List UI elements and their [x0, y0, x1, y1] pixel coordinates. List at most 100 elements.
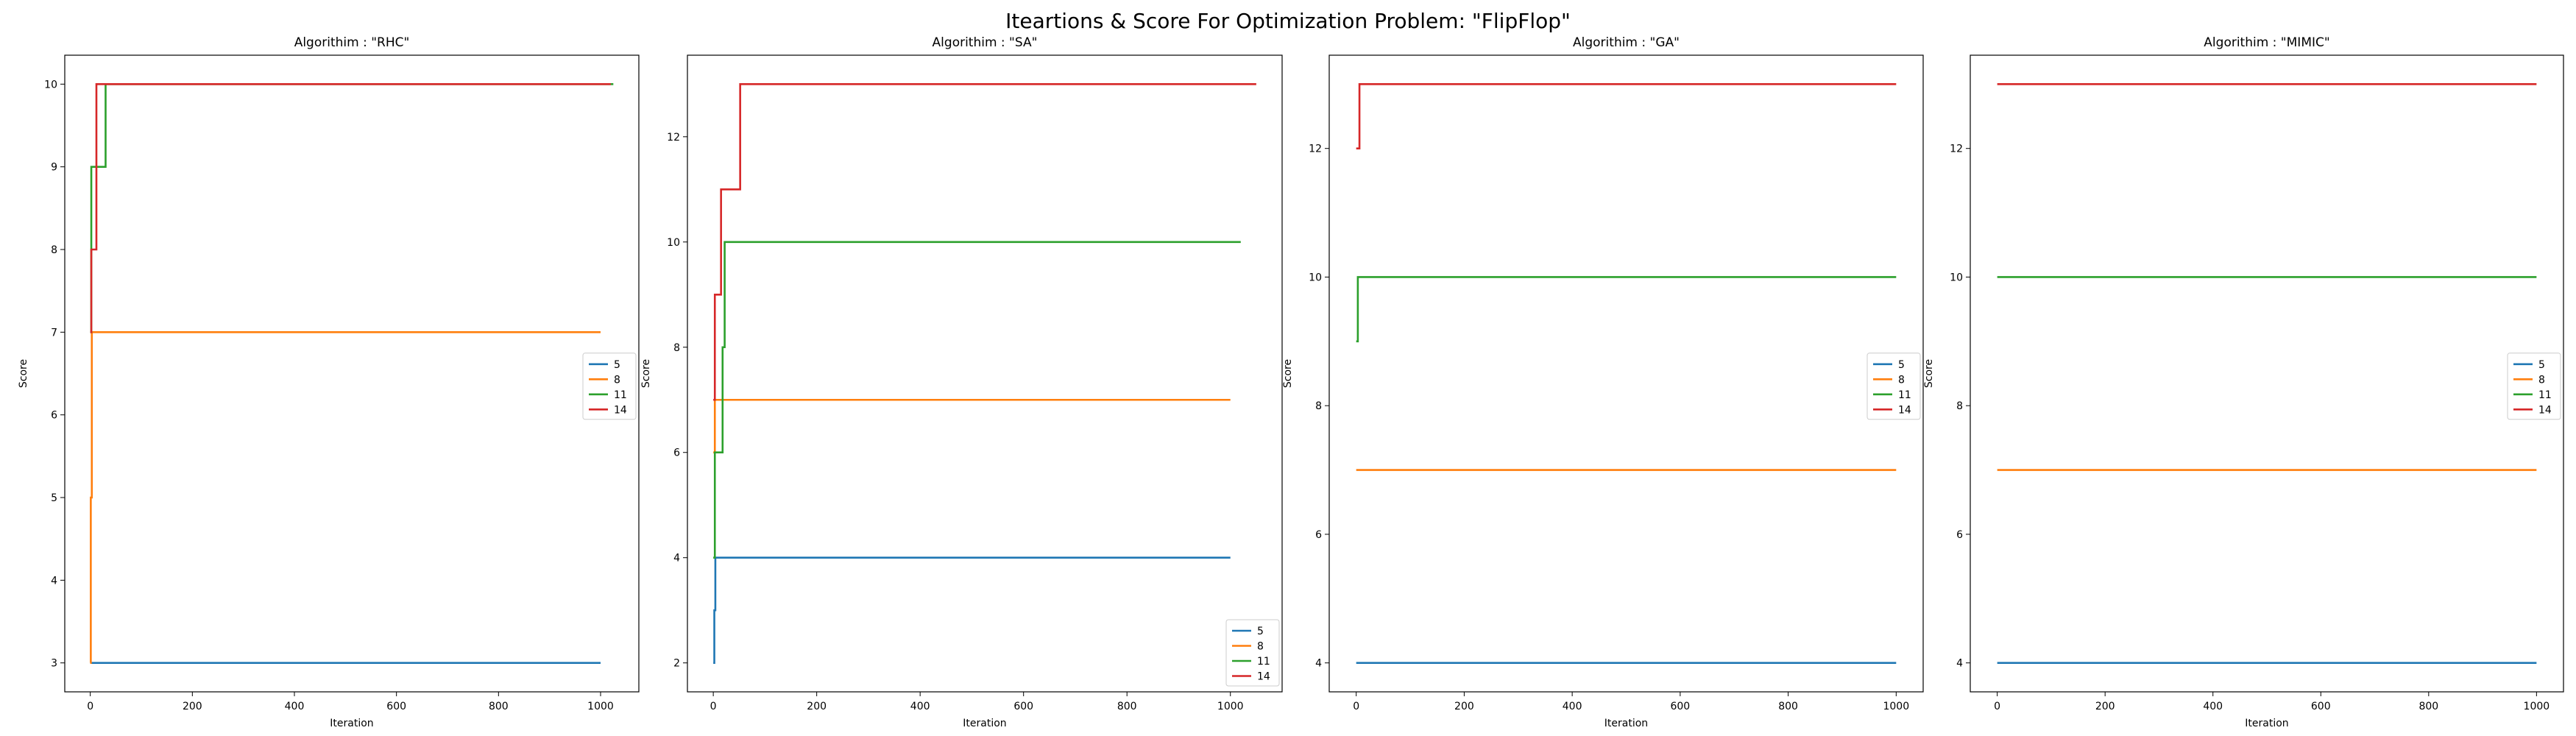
y-tick-label: 4 [673, 553, 680, 565]
series-line-14 [713, 83, 1256, 401]
y-tick-label: 8 [1315, 400, 1322, 412]
x-tick-label: 800 [1778, 701, 1798, 712]
y-tick-label: 8 [51, 244, 57, 256]
legend: 5 8 11 14 [582, 353, 637, 420]
x-tick-label: 1000 [1883, 701, 1909, 712]
figure-title: Iteartions & Score For Optimization Prob… [1005, 9, 1571, 33]
plot-frame [687, 54, 1283, 693]
y-tick-label: 6 [673, 447, 680, 459]
legend: 5 8 11 14 [2507, 353, 2561, 420]
x-tick-label: 0 [1353, 701, 1359, 712]
legend-label-11: 11 [1898, 389, 1911, 401]
y-axis-label: Score [1923, 359, 1935, 388]
y-tick-label: 3 [51, 658, 57, 670]
y-tick-label: 10 [44, 79, 57, 91]
legend-label-14: 14 [2538, 404, 2552, 416]
legend-box [2507, 353, 2561, 420]
legend-label-11: 11 [2538, 389, 2552, 401]
y-tick-label: 8 [673, 342, 680, 354]
x-tick-label: 400 [910, 701, 930, 712]
series-line-8 [713, 398, 1231, 454]
y-tick-label: 4 [1956, 658, 1963, 670]
series-line-14 [90, 83, 611, 333]
legend-label-14: 14 [1898, 404, 1911, 416]
y-tick-label: 12 [1950, 144, 1963, 155]
subplot-title: Algorithim : "GA" [1573, 35, 1680, 50]
legend-label-14: 14 [614, 404, 627, 416]
y-tick-label: 10 [667, 237, 680, 249]
x-tick-label: 400 [285, 701, 305, 712]
x-tick-label: 200 [807, 701, 827, 712]
y-tick-label: 9 [51, 162, 57, 174]
legend-label-8: 8 [1257, 641, 1264, 653]
y-axis-label: Score [18, 359, 29, 388]
legend-label-5: 5 [1898, 359, 1905, 371]
x-tick-label: 400 [2203, 701, 2223, 712]
series-line-5 [713, 556, 1231, 664]
y-tick-label: 12 [1309, 144, 1322, 155]
y-tick-label: 6 [1315, 529, 1322, 541]
legend: 5 8 11 14 [1866, 353, 1921, 420]
y-axis-label: Score [1282, 359, 1294, 388]
y-tick-label: 12 [667, 132, 680, 144]
legend-label-8: 8 [2538, 374, 2545, 386]
legend-label-11: 11 [614, 389, 627, 401]
legend-box [1866, 353, 1921, 420]
legend-label-14: 14 [1257, 671, 1270, 683]
series-line-11 [713, 241, 1241, 559]
x-tick-label: 600 [1013, 701, 1033, 712]
x-tick-label: 400 [1563, 701, 1582, 712]
legend-label-8: 8 [1898, 374, 1905, 386]
subplot-title: Algorithim : "RHC" [294, 35, 410, 50]
x-tick-label: 200 [1454, 701, 1474, 712]
subplot-1: 0 200 400 600 800 1000 2 4 6 8 10 12 Algorithim : "S… [640, 35, 1283, 729]
x-tick-label: 200 [2095, 701, 2115, 712]
legend-label-8: 8 [614, 374, 620, 386]
y-tick-label: 6 [1956, 529, 1963, 541]
subplot-3: 0 200 400 600 800 1000 4 6 8 10 12 Algorithim : "MI… [1923, 35, 2564, 729]
x-tick-label: 1000 [587, 701, 614, 712]
y-tick-label: 4 [51, 575, 57, 587]
plot-frame [1328, 54, 1924, 693]
x-tick-label: 0 [710, 701, 717, 712]
x-tick-label: 200 [183, 701, 202, 712]
series-line-8 [90, 331, 601, 664]
legend: 5 8 11 14 [1225, 619, 1280, 687]
y-tick-label: 8 [1956, 400, 1963, 412]
x-axis-label: Iteration [2245, 718, 2288, 729]
x-tick-label: 600 [2311, 701, 2331, 712]
x-tick-label: 1000 [1217, 701, 1244, 712]
legend-label-5: 5 [2538, 359, 2545, 371]
plot-frame [1970, 54, 2564, 693]
subplot-0: 0 200 400 600 800 1000 3 4 5 6 7 8 9 10 Algorithim : "… [18, 35, 640, 729]
plot-frame [64, 54, 640, 693]
x-tick-label: 0 [1994, 701, 2000, 712]
y-tick-label: 7 [51, 327, 57, 339]
series-line-14 [1356, 83, 1897, 149]
subplot-title: Algorithim : "MIMIC" [2204, 35, 2329, 50]
x-tick-label: 600 [1670, 701, 1690, 712]
subplot-2: 0 200 400 600 800 1000 4 6 8 10 12 Algorithim : "GA… [1282, 35, 1924, 729]
x-tick-label: 0 [87, 701, 93, 712]
legend-label-11: 11 [1257, 656, 1270, 668]
series-line-11 [90, 83, 614, 333]
x-axis-label: Iteration [330, 718, 373, 729]
x-tick-label: 800 [2418, 701, 2438, 712]
y-tick-label: 6 [51, 410, 57, 422]
series-line-11 [1356, 276, 1897, 343]
legend-label-5: 5 [614, 359, 620, 371]
legend-box [1225, 619, 1280, 687]
y-tick-label: 4 [1315, 658, 1322, 670]
subplot-title: Algorithim : "SA" [933, 35, 1038, 50]
x-tick-label: 600 [386, 701, 406, 712]
y-tick-label: 10 [1950, 272, 1963, 283]
legend-box [582, 353, 637, 420]
legend-label-5: 5 [1257, 626, 1264, 637]
y-axis-label: Score [640, 359, 652, 388]
x-tick-label: 800 [1117, 701, 1137, 712]
x-tick-label: 800 [489, 701, 509, 712]
x-axis-label: Iteration [963, 718, 1006, 729]
y-tick-label: 5 [51, 492, 57, 504]
x-tick-label: 1000 [2524, 701, 2550, 712]
